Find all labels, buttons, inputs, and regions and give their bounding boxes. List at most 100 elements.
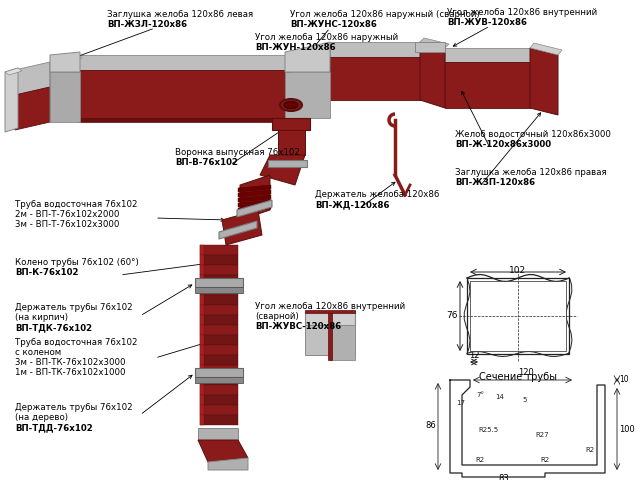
Polygon shape xyxy=(78,70,290,118)
Polygon shape xyxy=(200,345,238,355)
Polygon shape xyxy=(200,245,204,255)
Text: 14: 14 xyxy=(495,394,504,400)
Text: ВП-К-76x102: ВП-К-76x102 xyxy=(15,268,79,277)
Text: Угол желоба 120x86 внутренний: Угол желоба 120x86 внутренний xyxy=(447,8,597,17)
Polygon shape xyxy=(238,195,271,202)
Polygon shape xyxy=(240,175,270,220)
Polygon shape xyxy=(200,375,238,385)
Text: Сечение трубы: Сечение трубы xyxy=(479,372,557,382)
Text: R2: R2 xyxy=(586,447,595,453)
Polygon shape xyxy=(200,325,204,335)
Polygon shape xyxy=(237,200,272,217)
Polygon shape xyxy=(328,313,332,360)
Text: 83: 83 xyxy=(499,474,509,480)
Polygon shape xyxy=(208,458,248,470)
Text: ВП-ЖЗЛ-120x86: ВП-ЖЗЛ-120x86 xyxy=(107,20,187,29)
Text: Угол желоба 120x86 наружный (сварной): Угол желоба 120x86 наружный (сварной) xyxy=(290,10,480,19)
Polygon shape xyxy=(200,385,238,395)
Polygon shape xyxy=(305,325,355,355)
Text: 5: 5 xyxy=(523,397,527,403)
Text: R2: R2 xyxy=(476,457,484,463)
Polygon shape xyxy=(238,200,271,207)
Polygon shape xyxy=(200,335,204,345)
Text: Держатель желоба 120x86: Держатель желоба 120x86 xyxy=(315,190,440,199)
Polygon shape xyxy=(195,287,243,293)
Ellipse shape xyxy=(280,99,302,111)
Polygon shape xyxy=(200,385,204,395)
Polygon shape xyxy=(238,190,271,197)
Polygon shape xyxy=(200,355,238,365)
Text: ВП-ЖЗП-120x86: ВП-ЖЗП-120x86 xyxy=(455,178,535,187)
Polygon shape xyxy=(330,42,430,57)
Polygon shape xyxy=(50,72,80,122)
Text: R2: R2 xyxy=(540,457,550,463)
Polygon shape xyxy=(415,42,445,52)
Text: 12: 12 xyxy=(468,351,479,360)
Text: Заглушка желоба 120x86 правая: Заглушка желоба 120x86 правая xyxy=(455,168,607,177)
Text: Воронка выпускная 76x102: Воронка выпускная 76x102 xyxy=(175,148,300,157)
Polygon shape xyxy=(200,265,238,275)
Polygon shape xyxy=(200,255,238,265)
Polygon shape xyxy=(200,245,238,255)
Text: ВП-Ж-120x86x3000: ВП-Ж-120x86x3000 xyxy=(455,140,551,149)
Text: (сварной): (сварной) xyxy=(255,312,299,321)
Polygon shape xyxy=(268,160,307,167)
Polygon shape xyxy=(200,405,204,415)
Text: R25.5: R25.5 xyxy=(478,427,498,433)
Polygon shape xyxy=(200,375,204,385)
Polygon shape xyxy=(5,68,18,132)
Polygon shape xyxy=(200,355,204,365)
Polygon shape xyxy=(200,285,238,295)
Polygon shape xyxy=(15,62,50,95)
Text: 100: 100 xyxy=(619,425,635,434)
Text: Держатель трубы 76x102: Держатель трубы 76x102 xyxy=(15,403,132,412)
Polygon shape xyxy=(200,315,204,325)
Text: (на кирпич): (на кирпич) xyxy=(15,313,68,322)
Polygon shape xyxy=(200,275,204,285)
Polygon shape xyxy=(200,405,238,415)
Polygon shape xyxy=(195,368,243,377)
Text: Колено трубы 76x102 (60°): Колено трубы 76x102 (60°) xyxy=(15,258,139,267)
Polygon shape xyxy=(330,57,430,100)
Polygon shape xyxy=(219,221,257,239)
Text: ВП-ЖУН-120x86: ВП-ЖУН-120x86 xyxy=(255,43,335,52)
Polygon shape xyxy=(5,68,22,75)
Text: 17: 17 xyxy=(456,400,465,406)
Polygon shape xyxy=(78,55,290,70)
Polygon shape xyxy=(200,295,204,305)
Text: 3м - ВП-Т-76x102x3000: 3м - ВП-Т-76x102x3000 xyxy=(15,220,120,229)
Polygon shape xyxy=(222,210,262,245)
Polygon shape xyxy=(238,185,271,192)
Text: ВП-ТДК-76x102: ВП-ТДК-76x102 xyxy=(15,323,92,332)
Text: R27: R27 xyxy=(535,432,548,438)
Polygon shape xyxy=(285,72,330,118)
Polygon shape xyxy=(200,275,238,285)
Polygon shape xyxy=(200,305,238,315)
Polygon shape xyxy=(305,312,355,325)
Polygon shape xyxy=(200,365,238,375)
Bar xyxy=(467,278,569,354)
Polygon shape xyxy=(530,43,562,55)
Bar xyxy=(470,281,566,351)
Polygon shape xyxy=(420,42,445,108)
Polygon shape xyxy=(200,395,238,405)
Polygon shape xyxy=(200,335,238,345)
Text: 2м - ВП-Т-76x102x2000: 2м - ВП-Т-76x102x2000 xyxy=(15,210,120,219)
Polygon shape xyxy=(420,38,449,48)
Polygon shape xyxy=(200,295,238,305)
Polygon shape xyxy=(50,52,80,72)
Text: Заглушка желоба 120x86 левая: Заглушка желоба 120x86 левая xyxy=(107,10,253,19)
Polygon shape xyxy=(15,87,50,130)
Text: 102: 102 xyxy=(509,266,527,275)
Polygon shape xyxy=(50,55,82,65)
Text: 120: 120 xyxy=(518,368,534,377)
Text: Труба водосточная 76x102: Труба водосточная 76x102 xyxy=(15,338,138,347)
Text: ВП-ТДД-76x102: ВП-ТДД-76x102 xyxy=(15,423,93,432)
Text: 7°: 7° xyxy=(476,392,484,398)
Polygon shape xyxy=(200,415,204,425)
Polygon shape xyxy=(198,428,238,440)
Text: Труба водосточная 76x102: Труба водосточная 76x102 xyxy=(15,200,138,209)
Polygon shape xyxy=(445,62,530,108)
Polygon shape xyxy=(200,315,238,325)
Text: Угол желоба 120x86 наружный: Угол желоба 120x86 наружный xyxy=(255,33,398,42)
